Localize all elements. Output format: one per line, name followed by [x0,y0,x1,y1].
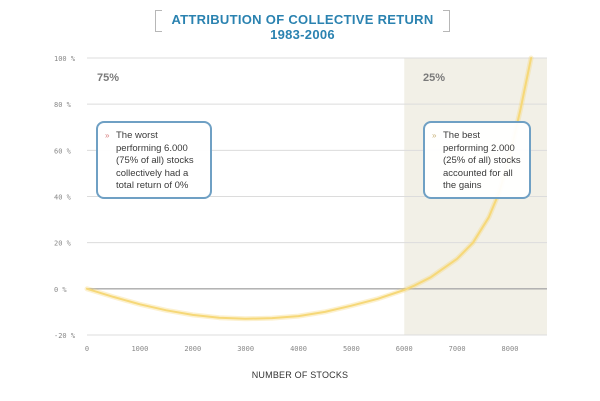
y-tick-label: 80 % [54,101,72,109]
x-tick-label: 2000 [184,345,201,353]
series-curve [86,57,533,320]
y-tick-label: 40 % [54,194,72,202]
title-bracket-right [443,10,450,32]
y-tick-label: 0 % [54,286,67,294]
callout-best-text: The best performing 2.000 (25% of all) s… [443,130,521,191]
x-tick-label: 7000 [449,345,466,353]
x-tick-label: 8000 [502,345,519,353]
x-tick-label: 3000 [237,345,254,353]
x-tick-label: 5000 [343,345,360,353]
x-axis-label: NUMBER OF STOCKS [251,370,349,380]
y-tick-label: -20 % [54,332,76,340]
chart-title: ATTRIBUTION OF COLLECTIVE RETURN 1983-20… [171,12,434,42]
callout-worst-performers: » The worst performing 6.000 (75% of all… [96,121,212,199]
chart-title-frame: ATTRIBUTION OF COLLECTIVE RETURN 1983-20… [155,10,450,42]
region-label-bottom: 75% [97,72,119,84]
x-tick-label: 1000 [131,345,148,353]
best-marker-icon: » [432,131,437,140]
x-tick-label: 4000 [290,345,307,353]
y-tick-label: 60 % [54,147,72,155]
x-tick-label: 6000 [396,345,413,353]
callout-worst-text: The worst performing 6.000 (75% of all) … [116,130,194,191]
y-tick-label: 20 % [54,240,72,248]
region-label-top: 25% [423,72,445,84]
x-tick-label: 0 [85,345,89,353]
worst-marker-icon: » [105,131,110,140]
title-bracket-left [155,10,162,32]
callout-best-performers: » The best performing 2.000 (25% of all)… [423,121,531,199]
y-tick-label: 100 % [54,55,76,63]
